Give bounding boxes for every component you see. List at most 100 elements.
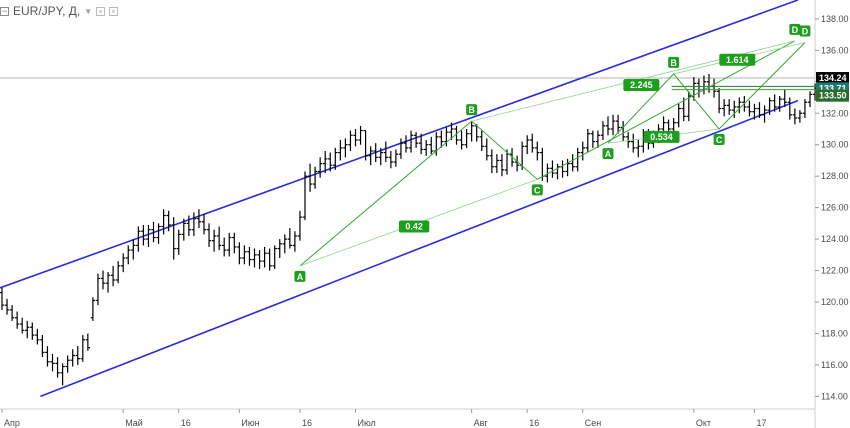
- ohlc-bar: [615, 114, 621, 134]
- y-tick-label: 124.00: [821, 234, 849, 244]
- ohlc-bar: [121, 253, 126, 273]
- x-tick-label: Сен: [585, 418, 602, 428]
- ohlc-bar: [514, 155, 520, 172]
- ohlc-bar: [80, 335, 85, 362]
- ohlc-bar: [55, 357, 60, 378]
- y-tick-label: 120.00: [821, 297, 849, 307]
- ohlc-bar: [469, 121, 474, 142]
- ohlc-bar: [191, 212, 197, 236]
- chart-header: − EUR/JPY, Д, ▼: [0, 0, 119, 22]
- ohlc-bar: [575, 147, 580, 172]
- collapse-icon[interactable]: −: [0, 5, 9, 16]
- pattern-point-b: B: [466, 104, 478, 116]
- ohlc-bar: [257, 250, 262, 269]
- ohlc-bar: [494, 154, 500, 174]
- ohlc-bar: [752, 103, 757, 120]
- ohlc-bar: [242, 245, 247, 265]
- y-tick-label: 136.00: [821, 45, 849, 55]
- ohlc-bar: [287, 228, 293, 249]
- y-tick-label: 118.00: [821, 328, 848, 338]
- ohlc-bar: [4, 298, 10, 315]
- pattern-point-a: A: [602, 148, 614, 160]
- ohlc-bar: [292, 231, 298, 252]
- x-tick-label: 16: [181, 418, 191, 428]
- pattern-point-label: B: [670, 58, 677, 68]
- ohlc-bar: [727, 99, 732, 115]
- ohlc-bar: [333, 147, 338, 170]
- price-tag-bg: [816, 89, 849, 102]
- ohlc-bar: [792, 108, 798, 125]
- ohlc-bar: [489, 149, 495, 174]
- eye-icon[interactable]: [109, 6, 119, 16]
- pattern-point-c: C: [713, 133, 725, 145]
- ohlc-bar: [95, 273, 101, 306]
- ohlc-bar: [732, 100, 737, 118]
- pattern-ratio-badge: [623, 78, 660, 91]
- ohlc-bar: [181, 218, 186, 241]
- ohlc-bar: [85, 333, 91, 351]
- ohlc-bar: [605, 116, 611, 136]
- ohlc-bar: [464, 128, 469, 148]
- ohlc-bar: [328, 152, 333, 172]
- ohlc-bar: [353, 128, 358, 147]
- pattern-ratio-badge: [643, 130, 680, 143]
- ohlc-bar: [201, 213, 207, 235]
- ohlc-bar: [681, 97, 686, 122]
- ohlc-bar: [0, 287, 5, 310]
- ohlc-bar: [797, 110, 803, 123]
- harmonic-patterns[interactable]: A B C D 0.42 A B C D 2.245 1.614 0.534: [294, 23, 815, 282]
- ohlc-bar: [75, 346, 80, 365]
- ohlc-bar: [156, 223, 161, 244]
- ohlc-bar: [358, 125, 363, 145]
- ohlc-bar: [131, 239, 136, 260]
- ohlc-bar: [479, 130, 484, 152]
- y-tick-label: 138.00: [821, 14, 849, 24]
- ohlc-bar: [484, 138, 489, 161]
- pattern-point-a: A: [294, 270, 306, 282]
- pattern-ratio-label: 0.534: [650, 132, 673, 142]
- ohlc-bar: [413, 132, 419, 148]
- ohlc-bar: [363, 129, 368, 161]
- y-tick-label: 130.00: [821, 140, 849, 150]
- ohlc-bar: [454, 125, 459, 145]
- pattern-point-badge: [713, 133, 725, 145]
- ohlc-bar: [777, 95, 782, 112]
- ohlc-bar: [424, 140, 429, 156]
- pattern-point-badge: [466, 104, 478, 116]
- pattern-zigzag: [299, 40, 796, 267]
- pattern-point-badge: [602, 148, 614, 160]
- ohlc-bar: [565, 158, 570, 177]
- ohlc-bar: [782, 89, 787, 107]
- ohlc-bar: [343, 138, 348, 158]
- gear-icon[interactable]: [96, 6, 106, 16]
- ohlc-bar: [807, 91, 813, 107]
- pattern-point-badge: [294, 270, 306, 282]
- ohlc-bar: [631, 133, 636, 153]
- ohlc-bar: [686, 91, 691, 122]
- ohlc-bar: [348, 130, 353, 152]
- ohlc-bar: [757, 102, 762, 118]
- ohlc-bar: [429, 136, 434, 155]
- y-tick-label: 116.00: [821, 360, 848, 370]
- ohlc-bar: [323, 151, 328, 174]
- ohlc-bar: [312, 166, 318, 189]
- ohlc-bar: [590, 130, 596, 148]
- price-tag-stop: 133.50: [816, 89, 849, 102]
- pattern-point-badge: [799, 25, 811, 37]
- ohlc-bar: [196, 209, 202, 229]
- symbol-title[interactable]: EUR/JPY, Д,: [13, 4, 81, 18]
- ohlc-bar: [747, 100, 752, 117]
- caret-down-icon[interactable]: ▼: [84, 6, 93, 16]
- ohlc-bar: [20, 317, 25, 334]
- ohlc-bar: [383, 141, 388, 163]
- x-tick-label: 17: [756, 418, 766, 428]
- pattern-zigzag: [607, 42, 806, 144]
- ohlc-bar: [232, 232, 237, 254]
- ohlc-bar: [297, 210, 303, 241]
- ohlc-bar: [525, 135, 530, 155]
- pattern-ratio-label: 0.42: [405, 222, 423, 232]
- ohlc-bar: [302, 171, 308, 221]
- ohlc-bar: [227, 232, 232, 257]
